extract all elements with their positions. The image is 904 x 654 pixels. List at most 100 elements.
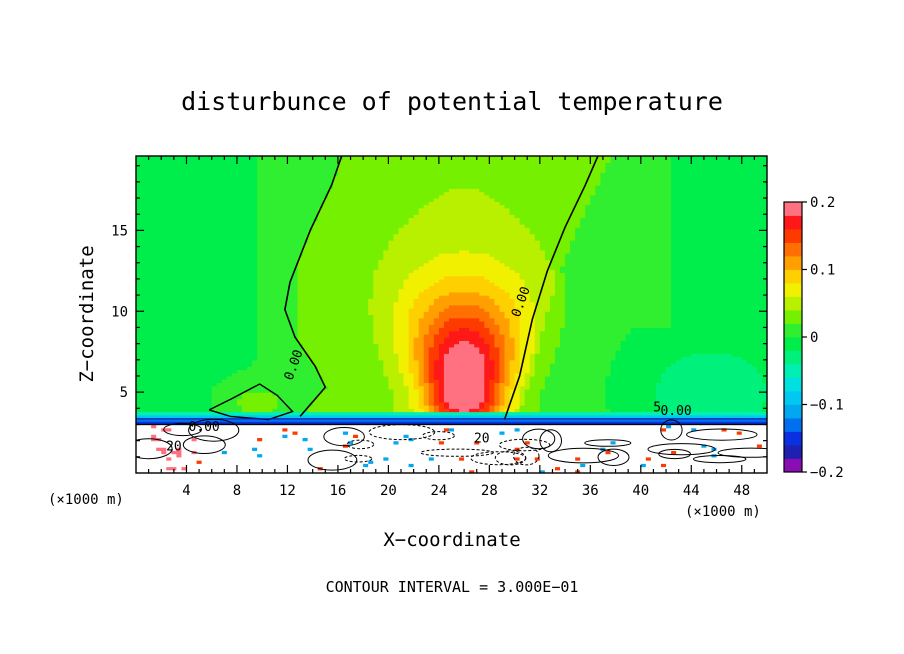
- field-cell: [186, 401, 193, 406]
- field-cell: [166, 392, 172, 396]
- field-cell: [146, 424, 152, 429]
- field-cell: [292, 246, 299, 251]
- field-cell: [151, 311, 157, 316]
- field-cell: [141, 246, 147, 251]
- field-cell: [141, 191, 147, 196]
- field-cell: [322, 220, 329, 225]
- field-cell: [337, 372, 344, 377]
- field-cell: [257, 411, 263, 416]
- field-cell: [292, 375, 299, 380]
- field-cell: [267, 233, 273, 238]
- field-cell: [236, 204, 243, 209]
- field-cell: [312, 405, 319, 409]
- field-cell: [161, 249, 167, 254]
- field-cell: [191, 291, 198, 296]
- field-cell: [257, 233, 263, 238]
- field-cell: [231, 456, 238, 461]
- field-cell: [262, 372, 268, 377]
- field-cell: [161, 291, 167, 296]
- field-cell: [272, 463, 278, 468]
- field-cell: [242, 262, 248, 267]
- field-cell: [151, 198, 157, 202]
- field-cell: [302, 165, 309, 170]
- field-cell: [297, 466, 304, 471]
- field-cell: [312, 181, 319, 186]
- field-cell: [282, 421, 289, 426]
- field-cell: [206, 304, 213, 309]
- field-cell: [332, 194, 339, 199]
- field-cell: [312, 288, 319, 293]
- field-cell: [267, 308, 273, 312]
- field-cell: [292, 418, 299, 422]
- field-cell: [287, 337, 294, 341]
- field-cell: [317, 427, 324, 432]
- field-cell: [272, 327, 278, 332]
- field-cell: [307, 443, 314, 448]
- field-cell: [282, 430, 289, 435]
- field-cell: [242, 256, 248, 261]
- field-cell: [307, 272, 314, 277]
- field-cell: [307, 278, 314, 283]
- field-cell: [216, 272, 223, 277]
- field-cell: [312, 401, 319, 406]
- field-cell: [292, 175, 299, 180]
- field-cell: [292, 236, 299, 241]
- field-cell: [262, 207, 268, 212]
- field-cell: [201, 249, 208, 254]
- field-cell: [262, 320, 268, 325]
- field-cell: [332, 188, 339, 193]
- field-cell: [297, 418, 304, 422]
- field-cell: [317, 327, 324, 332]
- field-cell: [317, 194, 324, 199]
- field-cell: [282, 363, 289, 367]
- field-cell: [141, 447, 147, 451]
- field-cell: [231, 356, 238, 361]
- field-cell: [221, 198, 228, 202]
- field-cell: [166, 249, 172, 254]
- field-cell: [277, 207, 283, 212]
- field-cell: [302, 282, 309, 286]
- field-cell: [206, 418, 213, 422]
- field-cell: [312, 165, 319, 170]
- field-cell: [226, 421, 233, 426]
- field-cell: [161, 236, 167, 241]
- field-cell: [156, 382, 162, 387]
- field-cell: [327, 262, 334, 267]
- field-cell: [211, 175, 218, 180]
- field-cell: [242, 379, 248, 384]
- field-cell: [201, 460, 208, 464]
- field-cell: [226, 291, 233, 296]
- field-cell: [206, 363, 213, 367]
- field-cell: [262, 185, 268, 189]
- field-cell: [196, 168, 203, 173]
- field-cell: [282, 194, 289, 199]
- field-cell: [257, 388, 263, 393]
- field-cell: [257, 447, 263, 451]
- field-cell: [277, 385, 283, 390]
- field-cell: [146, 162, 152, 167]
- field-cell: [302, 304, 309, 309]
- field-cell: [262, 330, 268, 335]
- field-cell: [216, 379, 223, 384]
- field-cell: [327, 233, 334, 238]
- field-cell: [236, 256, 243, 261]
- field-cell: [277, 194, 283, 199]
- field-cell: [292, 434, 299, 439]
- field-cell: [176, 398, 183, 403]
- field-cell: [211, 427, 218, 432]
- field-cell: [277, 159, 283, 164]
- field-cell: [297, 430, 304, 435]
- field-cell: [332, 395, 339, 400]
- field-cell: [257, 427, 263, 432]
- field-cell: [216, 388, 223, 393]
- field-cell: [302, 175, 309, 180]
- field-cell: [247, 223, 253, 228]
- field-cell: [141, 172, 147, 176]
- field-cell: [247, 353, 253, 358]
- field-cell: [196, 285, 203, 290]
- field-cell: [327, 385, 334, 390]
- field-cell: [267, 249, 273, 254]
- field-cell: [272, 168, 278, 173]
- field-cell: [181, 317, 188, 322]
- field-cell: [247, 379, 253, 384]
